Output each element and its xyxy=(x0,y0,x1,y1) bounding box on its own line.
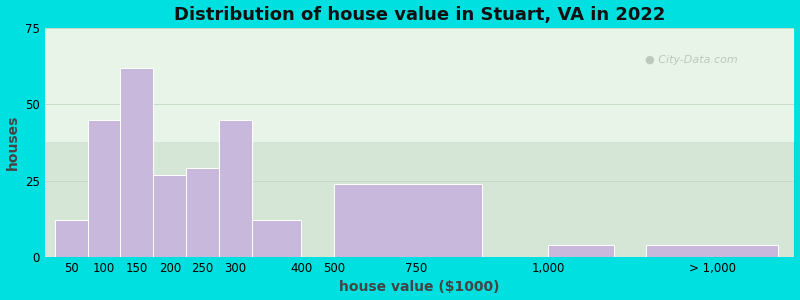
Text: ● City-Data.com: ● City-Data.com xyxy=(645,55,738,65)
Bar xyxy=(154,175,186,257)
Y-axis label: houses: houses xyxy=(6,115,19,170)
Bar xyxy=(54,220,87,257)
Bar xyxy=(334,184,482,257)
Bar xyxy=(121,68,154,257)
X-axis label: house value ($1000): house value ($1000) xyxy=(339,280,500,294)
Bar xyxy=(646,245,778,257)
Bar xyxy=(87,119,121,257)
Bar xyxy=(219,119,252,257)
Bar xyxy=(186,168,219,257)
Title: Distribution of house value in Stuart, VA in 2022: Distribution of house value in Stuart, V… xyxy=(174,6,666,24)
Bar xyxy=(252,220,302,257)
Bar xyxy=(548,245,614,257)
